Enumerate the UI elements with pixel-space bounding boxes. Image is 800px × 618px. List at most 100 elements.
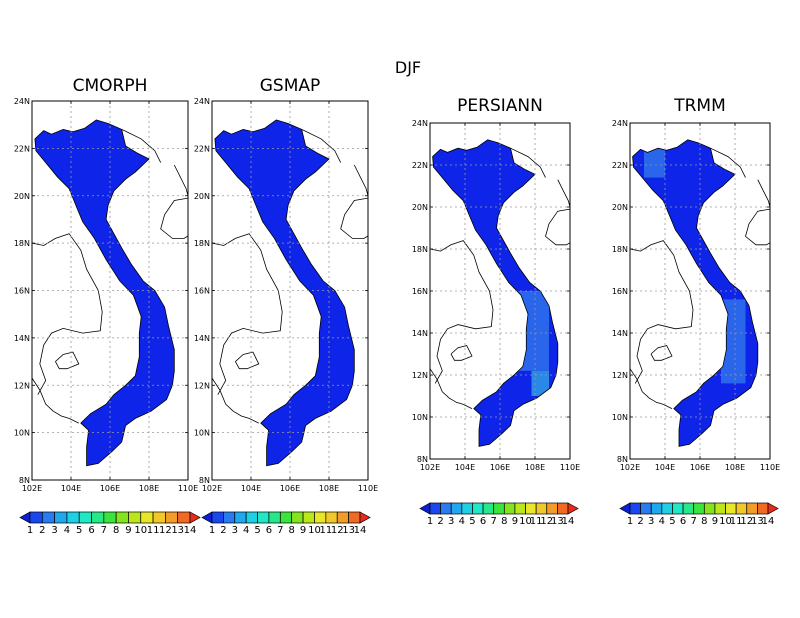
colorbar-label: 7 xyxy=(277,525,283,536)
x-tick-label: 108E xyxy=(319,484,339,493)
map-panel-gsmap: GSMAP 102E 104E 106E 108E 110E 8N 10N 12N 14N 16N 1… xyxy=(194,76,378,493)
colorbar-label: 7 xyxy=(101,525,107,536)
colorbar-box xyxy=(140,511,154,524)
border-line xyxy=(510,147,546,178)
precip-field xyxy=(34,119,175,466)
border-line xyxy=(235,351,260,370)
border-line xyxy=(450,345,473,361)
x-tick-label: 102E xyxy=(22,484,42,493)
colorbar-box xyxy=(245,511,258,524)
colorbar-box xyxy=(165,511,179,524)
colorbar-box xyxy=(693,502,705,515)
y-tick-label: 18N xyxy=(612,245,628,254)
border-line xyxy=(32,233,103,395)
y-tick-label: 12N xyxy=(194,381,210,390)
colorbar-box xyxy=(268,511,281,524)
colorbar-label: 6 xyxy=(480,516,486,527)
colorbar-label: 4 xyxy=(243,525,249,536)
coastline xyxy=(214,119,355,467)
border-line xyxy=(353,164,368,196)
y-tick-label: 20N xyxy=(194,192,210,201)
colorbar-box xyxy=(314,511,327,524)
y-tick-label: 16N xyxy=(14,287,30,296)
y-tick-label: 14N xyxy=(612,329,628,338)
colorbar-label: 5 xyxy=(254,525,260,536)
x-tick-label: 110E xyxy=(760,463,780,472)
border-line xyxy=(557,179,570,208)
border-line xyxy=(430,240,494,384)
x-tick-label: 110E xyxy=(358,484,378,493)
colorbar-box xyxy=(525,502,537,515)
colorbar-label: 7 xyxy=(491,516,497,527)
colorbar-box xyxy=(746,502,758,515)
colorbar-box xyxy=(41,511,55,524)
y-tick-label: 24N xyxy=(194,97,210,106)
x-tick-label: 102E xyxy=(420,463,440,472)
x-tick-label: 104E xyxy=(455,463,475,472)
coastline xyxy=(432,139,559,447)
precip-patch xyxy=(721,299,746,384)
colorbar-box xyxy=(493,502,505,515)
colorbar-label: 3 xyxy=(648,516,654,527)
colorbar-arrow-low xyxy=(19,511,31,524)
colorbar-label: 1 xyxy=(627,516,633,527)
y-tick-label: 12N xyxy=(412,371,428,380)
colorbar-label: 4 xyxy=(459,516,465,527)
colorbar-label: 8 xyxy=(113,525,119,536)
x-tick-label: 110E xyxy=(560,463,580,472)
colorbar-label: 2 xyxy=(437,516,443,527)
colorbar-box xyxy=(336,511,349,524)
border-line xyxy=(650,345,673,361)
colorbar-label: 9 xyxy=(712,516,718,527)
y-tick-label: 12N xyxy=(14,381,30,390)
colorbar-label: 9 xyxy=(125,525,131,536)
panel-title: CMORPH xyxy=(73,76,148,96)
border-line xyxy=(212,377,259,424)
colorbar-box xyxy=(482,502,495,515)
colorbar-label: 9 xyxy=(300,525,306,536)
y-tick-label: 24N xyxy=(412,119,428,128)
colorbar-arrow-low xyxy=(419,502,431,515)
colorbar-label: 5 xyxy=(469,516,475,527)
y-tick-label: 20N xyxy=(612,203,628,212)
y-tick-label: 8N xyxy=(19,476,30,485)
border-line xyxy=(430,368,473,409)
colorbar-box xyxy=(291,511,304,524)
colorbar-arrow-low xyxy=(201,511,213,524)
y-tick-label: 16N xyxy=(194,287,210,296)
colorbar-box xyxy=(725,502,737,515)
colorbar-label: 8 xyxy=(501,516,507,527)
precip-patch xyxy=(644,148,665,178)
map-panel-trmm: TRMM 102E 104E 106E 108E 110E 8N 10N 12N 14N 16N 18… xyxy=(612,96,780,472)
colorbar-label: 3 xyxy=(448,516,454,527)
colorbar-label: 10 xyxy=(519,516,532,527)
precip-field xyxy=(214,119,355,466)
border-line xyxy=(745,208,770,246)
border-line xyxy=(340,197,368,239)
colorbar-box xyxy=(152,511,166,524)
y-tick-label: 16N xyxy=(412,287,428,296)
colorbar-box xyxy=(223,511,236,524)
y-tick-label: 10N xyxy=(412,413,428,422)
colorbar-label: 10 xyxy=(719,516,732,527)
border-line xyxy=(710,147,746,178)
y-tick-label: 22N xyxy=(14,144,30,153)
colorbar-label: 3 xyxy=(51,525,57,536)
colorbar-label: 11 xyxy=(319,525,332,536)
colorbar-box xyxy=(472,502,484,515)
y-tick-label: 22N xyxy=(612,161,628,170)
y-tick-label: 10N xyxy=(194,429,210,438)
colorbar-box xyxy=(682,502,695,515)
colorbar-box xyxy=(348,511,361,524)
colorbar-label: 1 xyxy=(209,525,215,536)
y-tick-label: 24N xyxy=(612,119,628,128)
colorbar-label: 8 xyxy=(701,516,707,527)
colorbar-box xyxy=(714,502,726,515)
colorbar-label: 4 xyxy=(64,525,70,536)
colorbar-box xyxy=(650,502,663,515)
border-line xyxy=(212,233,283,395)
colorbar-box xyxy=(672,502,684,515)
colorbar-label: 10 xyxy=(134,525,147,536)
y-tick-label: 10N xyxy=(612,413,628,422)
